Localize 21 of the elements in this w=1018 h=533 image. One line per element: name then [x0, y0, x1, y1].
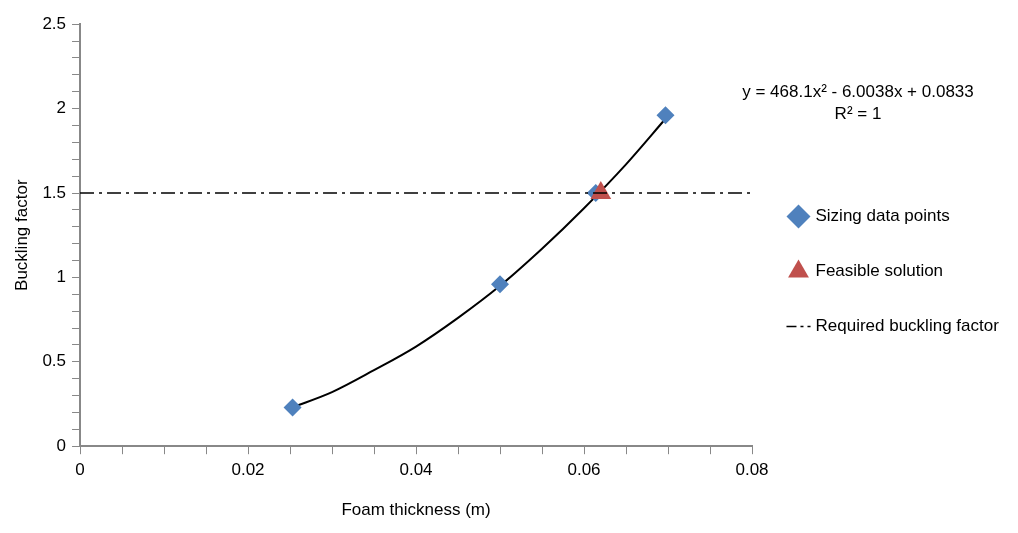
point: [656, 106, 675, 125]
point: [283, 398, 302, 417]
legend-label: Required buckling factor: [815, 316, 1000, 336]
x-tick-label: 0.04: [399, 460, 433, 480]
y-tick-label: 0.5: [42, 351, 67, 371]
legend-label: Feasible solution: [815, 261, 944, 281]
text: R² = 1: [834, 103, 882, 123]
y-tick-label: 0: [56, 435, 67, 455]
y-tick-label: 2.5: [42, 13, 67, 33]
x-tick-label: 0.02: [231, 460, 265, 480]
x-tick-label: 0: [75, 460, 85, 480]
legend-label: Sizing data points: [815, 206, 950, 226]
point: [491, 275, 510, 294]
y-tick-label: 2: [56, 98, 67, 118]
y-tick-label: 1: [56, 267, 67, 287]
y-tick-label: 1.5: [42, 182, 67, 202]
x-axis-title: Foam thickness (m): [341, 500, 491, 520]
x-tick-label: 0.06: [567, 460, 601, 480]
annotation: y = 468.1x² - 6.0038x + 0.0833: [742, 81, 974, 101]
x-tick-label: 0.08: [735, 460, 769, 480]
y-axis-title: Buckling factor: [11, 179, 31, 291]
